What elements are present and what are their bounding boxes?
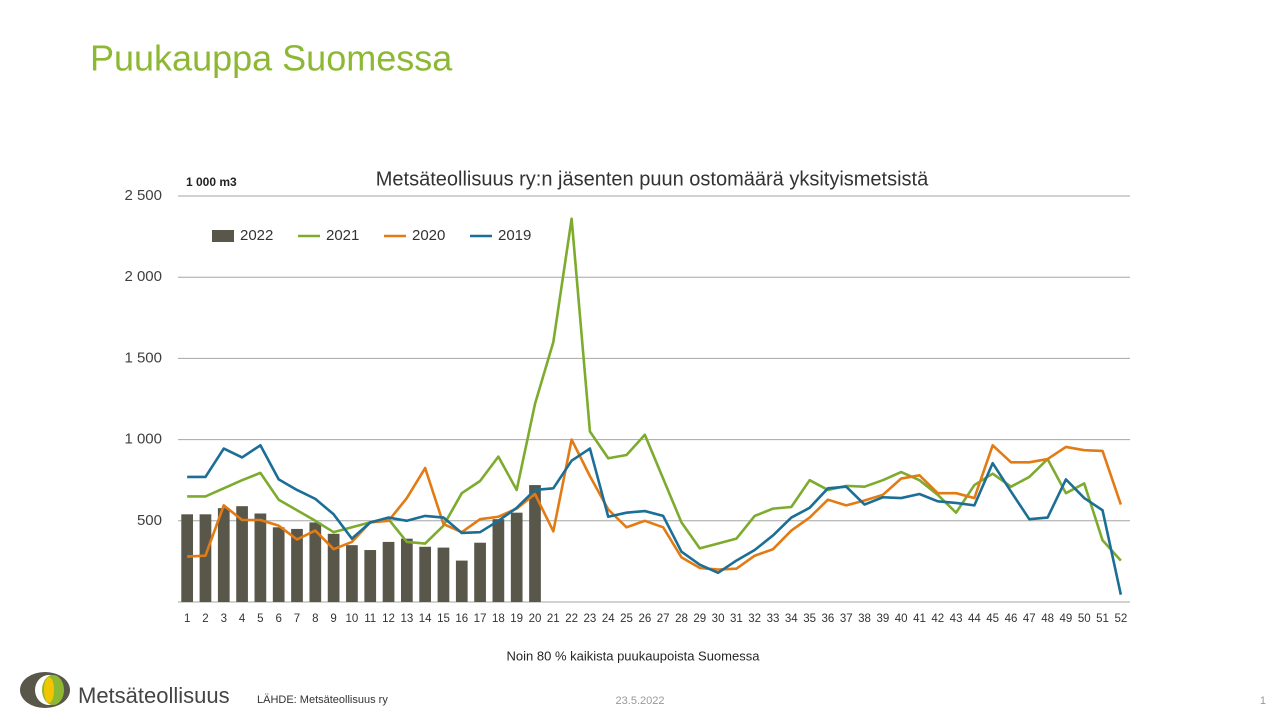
x-tick-label: 25 [620, 613, 633, 625]
line [187, 217, 1122, 562]
x-tick-label: 46 [1005, 613, 1018, 625]
x-tick-label: 48 [1041, 613, 1054, 625]
x-tick-label: 40 [895, 613, 908, 625]
x-tick-label: 34 [785, 613, 798, 625]
x-tick-label: 36 [822, 613, 835, 625]
x-tick-label: 16 [455, 613, 468, 625]
legend-label: 2021 [326, 227, 359, 244]
x-tick-label: 5 [257, 613, 263, 625]
x-tick-label: 2 [202, 613, 208, 625]
bar [236, 506, 248, 602]
date: 23.5.2022 [616, 695, 665, 707]
x-tick-label: 27 [657, 613, 670, 625]
source: LÄHDE: Metsäteollisuus ry [257, 694, 388, 706]
x-tick-label: 3 [221, 613, 227, 625]
x-tick-label: 19 [510, 613, 523, 625]
bar [400, 538, 413, 602]
bar [364, 550, 377, 602]
x-tick-label: 6 [275, 613, 281, 625]
line [187, 443, 1123, 595]
x-tick-label: 21 [547, 613, 560, 625]
logo [20, 672, 70, 708]
bar [492, 519, 505, 602]
x-tick-label: 42 [931, 613, 944, 625]
x-tick-label: 15 [437, 613, 450, 625]
x-tick-label: 11 [364, 613, 376, 625]
logo-icon-core [44, 677, 54, 703]
bar [346, 545, 358, 602]
x-tick-label: 52 [1114, 613, 1127, 625]
x-tick-label: 20 [529, 613, 542, 625]
x-tick-label: 8 [312, 613, 318, 625]
x-tick-label: 45 [986, 613, 999, 625]
x-tick-label: 51 [1096, 613, 1109, 625]
y-tick-label: 500 [137, 512, 162, 529]
slide-title: Puukauppa Suomessa [90, 38, 453, 79]
x-tick-label: 23 [584, 613, 597, 625]
x-tick-label: 9 [330, 613, 336, 625]
legend-label: 2020 [412, 227, 445, 244]
x-tick-label: 37 [840, 613, 853, 625]
line [187, 438, 1123, 571]
logo-text: Metsäteollisuus [78, 683, 230, 708]
x-tick-label: 14 [419, 613, 432, 625]
bar [510, 512, 523, 602]
bar [217, 508, 230, 602]
y-tick-label: 1 000 [124, 431, 162, 448]
x-tick-label: 4 [239, 613, 246, 625]
bar [199, 514, 212, 602]
bar [327, 533, 340, 602]
bar [309, 522, 322, 602]
x-tick-label: 35 [803, 613, 816, 625]
bar [419, 546, 432, 602]
x-tick-label: 38 [858, 613, 871, 625]
bar [254, 513, 267, 602]
x-tick-label: 13 [400, 613, 413, 625]
x-tick-label: 18 [492, 613, 505, 625]
x-tick-label: 7 [294, 613, 300, 625]
x-tick-label: 28 [675, 613, 688, 625]
y-tick-label: 2 500 [124, 187, 162, 204]
x-tick-label: 31 [730, 613, 743, 625]
legend-label: 2022 [240, 227, 273, 244]
x-tick-label: 50 [1078, 613, 1091, 625]
x-tick-label: 12 [382, 613, 395, 625]
y-tick-label: 2 000 [124, 268, 162, 285]
bar [181, 514, 194, 602]
x-tick-label: 43 [950, 613, 963, 625]
bar [474, 542, 486, 602]
x-tick-label: 47 [1023, 613, 1036, 625]
x-tick-label: 30 [712, 613, 725, 625]
x-tick-label: 17 [474, 613, 487, 625]
y-tick-label: 1 500 [124, 349, 162, 366]
x-tick-label: 26 [638, 613, 651, 625]
unit-label: 1 000 m3 [186, 175, 237, 189]
legend-swatch [212, 230, 234, 242]
x-tick-label: 41 [913, 613, 926, 625]
bar [455, 560, 468, 602]
x-tick-label: 39 [876, 613, 889, 625]
x-tick-label: 44 [968, 613, 981, 625]
x-tick-label: 10 [346, 613, 359, 625]
x-tick-label: 29 [693, 613, 706, 625]
x-tick-label: 1 [184, 613, 190, 625]
bar [437, 547, 450, 602]
x-caption: Noin 80 % kaikista puukaupoista Suomessa [507, 648, 761, 663]
chart-title: Metsäteollisuus ry:n jäsenten puun ostom… [376, 168, 929, 190]
x-tick-label: 24 [602, 613, 615, 625]
x-tick-label: 22 [565, 613, 578, 625]
bar [291, 528, 303, 602]
bar [382, 541, 395, 602]
bar [529, 485, 541, 602]
x-tick-label: 32 [748, 613, 761, 625]
x-tick-label: 49 [1060, 613, 1073, 625]
page-number: 1 [1260, 695, 1266, 707]
legend-label: 2019 [498, 227, 531, 244]
bar [272, 527, 285, 602]
x-tick-label: 33 [767, 613, 780, 625]
